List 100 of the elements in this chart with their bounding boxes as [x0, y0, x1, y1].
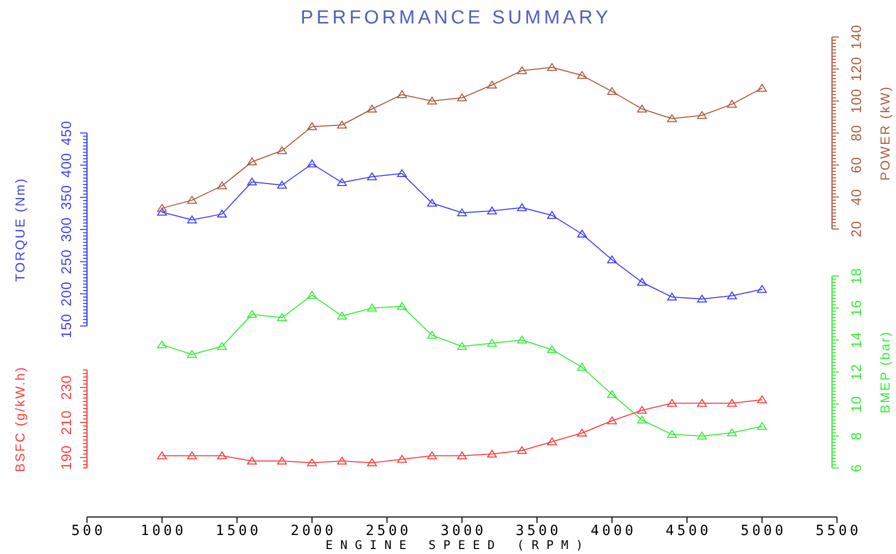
y-tick-label: 450	[58, 120, 74, 146]
point	[607, 390, 617, 398]
point	[757, 395, 767, 404]
point	[457, 208, 467, 216]
x-axis-title: ENGINE SPEED (RPM)	[325, 538, 591, 552]
point	[727, 291, 737, 300]
y-tick-label: 100	[848, 88, 864, 114]
point	[157, 451, 167, 460]
y-axis-title: TORQUE (Nm)	[12, 177, 28, 282]
y-tick-label: 80	[848, 124, 864, 142]
point	[697, 111, 707, 119]
point	[397, 454, 407, 463]
point	[397, 169, 407, 178]
point	[607, 416, 617, 424]
point	[187, 451, 197, 460]
point	[277, 180, 287, 189]
point	[397, 90, 407, 98]
point	[577, 71, 587, 79]
point	[217, 210, 227, 218]
point	[367, 458, 377, 466]
point	[367, 172, 377, 180]
point	[547, 63, 557, 71]
y-tick-label: 200	[58, 281, 74, 306]
y-tick-label: 20	[848, 220, 864, 238]
point	[157, 204, 167, 212]
y-axis-title: POWER (kW)	[878, 85, 892, 181]
y-tick-label: 210	[58, 410, 74, 435]
point	[607, 87, 617, 95]
point	[667, 430, 677, 438]
point	[637, 278, 647, 286]
point	[427, 451, 437, 460]
y-tick-label: 14	[848, 332, 864, 348]
point	[577, 428, 587, 436]
point	[637, 406, 647, 414]
point	[367, 104, 377, 112]
x-tick-label: 500	[71, 523, 106, 539]
point	[337, 312, 347, 320]
y-tick-label: 10	[848, 396, 864, 412]
x-tick-label: 2500	[366, 523, 412, 539]
point	[757, 422, 767, 430]
point	[697, 432, 707, 440]
point	[157, 340, 167, 348]
point	[457, 94, 467, 102]
y-tick-label: 60	[848, 156, 864, 174]
x-tick-label: 4500	[666, 523, 712, 539]
point	[457, 342, 467, 350]
point	[277, 456, 287, 464]
point	[247, 456, 257, 464]
y-tick-label: 16	[848, 300, 864, 316]
point	[517, 446, 527, 454]
point	[487, 206, 497, 214]
point	[337, 120, 347, 128]
y-tick-label: 12	[848, 364, 864, 380]
point	[187, 216, 197, 224]
point	[337, 456, 347, 464]
point	[727, 398, 737, 407]
y-tick-label: 18	[848, 268, 864, 284]
x-tick-label: 4000	[590, 523, 636, 539]
point	[667, 114, 677, 122]
y-tick-label: 40	[848, 188, 864, 206]
y-tick-label: 120	[848, 56, 864, 82]
point	[637, 104, 647, 112]
point	[187, 196, 197, 204]
point	[487, 80, 497, 88]
point	[577, 362, 587, 371]
y-tick-label: 190	[58, 445, 74, 470]
point	[217, 451, 227, 460]
point	[337, 178, 347, 186]
point	[247, 310, 257, 318]
y-tick-label: 350	[58, 184, 74, 210]
y-axis-title: BMEP (bar)	[878, 330, 892, 414]
x-tick-label: 2000	[290, 523, 336, 539]
point	[487, 450, 497, 458]
y-tick-label: 150	[58, 314, 74, 338]
point	[307, 122, 317, 130]
x-tick-label: 1500	[216, 523, 262, 539]
point	[697, 398, 707, 407]
point	[247, 158, 257, 166]
y-tick-label: 300	[58, 217, 74, 242]
point	[727, 100, 737, 108]
point	[307, 160, 317, 168]
point	[577, 230, 587, 238]
point	[637, 416, 647, 424]
point	[277, 146, 287, 154]
point	[727, 428, 737, 436]
point	[547, 211, 557, 219]
point	[757, 84, 767, 92]
y-tick-label: 400	[58, 152, 74, 178]
point	[667, 292, 677, 301]
x-tick-label: 5000	[740, 523, 786, 539]
x-tick-label: 5500	[816, 523, 862, 539]
point	[307, 458, 317, 466]
point	[517, 336, 527, 344]
y-axis-title: BSFC (g/kW.h)	[12, 366, 28, 472]
point	[217, 182, 227, 190]
point	[427, 96, 437, 104]
point	[397, 302, 407, 310]
y-tick-label: 230	[58, 375, 74, 400]
y-tick-label: 6	[848, 464, 864, 472]
point	[517, 66, 527, 74]
